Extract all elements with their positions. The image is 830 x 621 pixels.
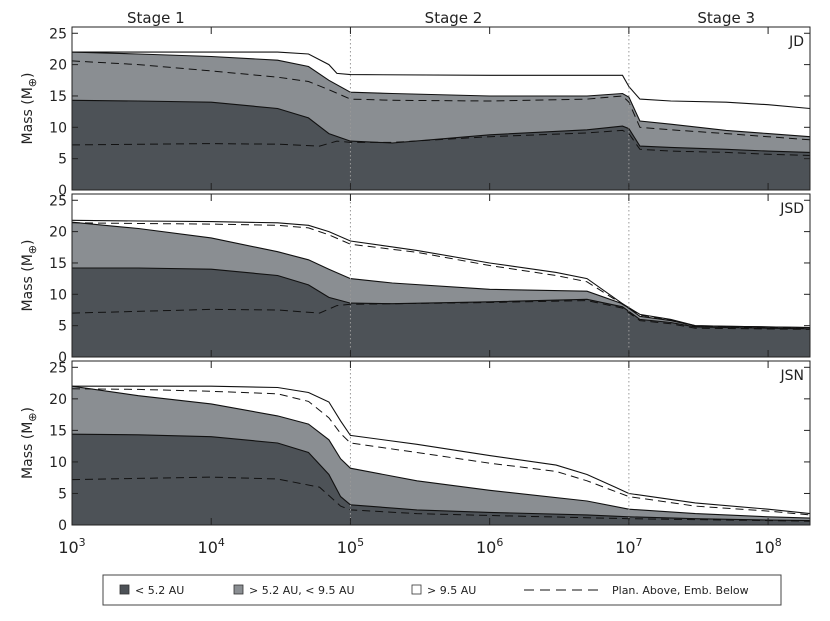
panel-frame	[71, 360, 811, 526]
y-tick-label: 25	[49, 26, 67, 42]
stage-label-1: Stage 1	[127, 9, 185, 27]
area-inner	[72, 268, 810, 357]
boundary-line-outer	[72, 51, 810, 110]
stage-labels: Stage 1 Stage 2 Stage 3	[127, 9, 755, 27]
panel-label: JSD	[779, 201, 804, 217]
dashed-line-upper	[72, 222, 810, 329]
panel-label: JD	[788, 34, 804, 50]
x-tick-label: 108	[754, 536, 781, 557]
y-tick-label: 15	[49, 89, 67, 105]
dashed-line-upper	[72, 388, 810, 516]
panels: 0 5 10 15 20 25 Mass (M⊕) JD 0 5 10 15 20 25 Mass (M⊕)…	[20, 26, 811, 534]
panel-frame	[71, 193, 811, 358]
dashed-line-upper	[72, 60, 810, 141]
panel-jd: 0 5 10 15 20 25 Mass (M⊕) JD	[20, 26, 811, 199]
x-axis: 103 104 105 106 107 108	[58, 536, 781, 557]
x-tick-label: 103	[58, 536, 85, 557]
y-tick-label: 0	[58, 350, 67, 366]
y-tick-label: 10	[49, 287, 67, 303]
y-tick-label: 10	[49, 120, 67, 136]
boundary-line-inner	[72, 99, 810, 153]
stage-label-3: Stage 3	[697, 9, 755, 27]
legend-box	[102, 574, 782, 606]
x-tick-label: 104	[198, 536, 225, 557]
y-axis-label: Mass (M⊕)	[20, 407, 39, 479]
y-tick-label: 25	[49, 193, 67, 209]
x-tick-label: 107	[615, 536, 642, 557]
dashed-line-lower	[72, 129, 810, 156]
y-tick-label: 0	[58, 518, 67, 534]
boundary-line-inner	[72, 433, 810, 522]
y-tick-label: 15	[49, 256, 67, 272]
legend-swatch	[411, 584, 422, 595]
x-tick-label: 106	[476, 536, 503, 557]
dashed-line-lower	[72, 300, 810, 330]
legend-label: > 9.5 AU	[427, 584, 476, 597]
legend-swatch	[119, 584, 130, 595]
boundary-line-middle	[72, 385, 810, 519]
panel-jsn: 0 5 10 15 20 25 Mass (M⊕) JSN	[20, 360, 811, 534]
legend-label: > 5.2 AU, < 9.5 AU	[249, 584, 355, 597]
panel-jsd: 0 5 10 15 20 25 Mass (M⊕) JSD	[20, 193, 811, 366]
y-axis-label: Mass (M⊕)	[20, 240, 39, 312]
y-tick-label: 20	[49, 58, 67, 74]
y-axis-label: Mass (M⊕)	[20, 73, 39, 145]
y-tick-label: 5	[58, 486, 67, 502]
boundary-line-outer	[72, 219, 810, 329]
y-tick-label: 25	[49, 360, 67, 376]
legend-label: < 5.2 AU	[135, 584, 184, 597]
y-tick-label: 20	[49, 392, 67, 408]
y-tick-label: 0	[58, 183, 67, 199]
legend-label: Plan. Above, Emb. Below	[612, 584, 749, 597]
legend-swatch	[233, 584, 244, 595]
y-tick-label: 5	[58, 152, 67, 168]
legend: < 5.2 AU > 5.2 AU, < 9.5 AU > 9.5 AU Plan. …	[102, 574, 782, 606]
y-tick-label: 15	[49, 423, 67, 439]
panel-label: JSN	[780, 368, 805, 384]
y-tick-label: 20	[49, 225, 67, 241]
area-inner	[72, 434, 810, 525]
boundary-line-inner	[72, 267, 810, 330]
panel-frame	[71, 26, 811, 191]
boundary-line-outer	[72, 385, 810, 515]
boundary-line-middle	[72, 51, 810, 138]
y-tick-label: 5	[58, 319, 67, 335]
area-inner	[72, 100, 810, 190]
y-tick-label: 10	[49, 455, 67, 471]
x-tick-label: 105	[337, 536, 364, 557]
stage-label-2: Stage 2	[425, 9, 483, 27]
